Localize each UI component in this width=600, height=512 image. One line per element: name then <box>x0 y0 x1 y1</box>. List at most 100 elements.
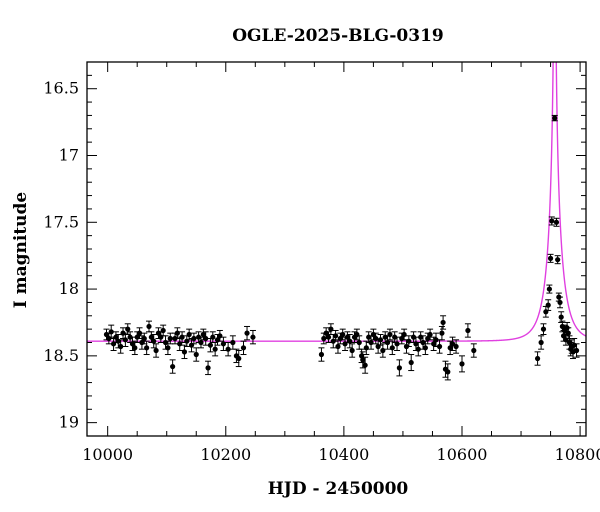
point-marker <box>244 330 250 336</box>
data-point <box>169 359 176 374</box>
point-marker <box>170 363 176 370</box>
point-marker <box>220 341 227 347</box>
data-point <box>363 340 370 356</box>
data-point <box>396 359 403 377</box>
data-point <box>205 360 212 376</box>
data-point <box>408 354 415 372</box>
data-point <box>229 335 236 350</box>
point-marker <box>203 335 209 342</box>
point-marker <box>439 330 445 336</box>
point-marker <box>122 337 128 343</box>
point-marker <box>113 334 119 340</box>
data-point <box>146 320 153 333</box>
data-point <box>200 328 207 341</box>
x-tick-label: 10000 <box>82 445 133 464</box>
data-point <box>565 327 572 339</box>
point-marker <box>236 355 242 362</box>
data-point <box>559 320 566 333</box>
data-point <box>384 335 391 350</box>
point-marker <box>205 365 211 371</box>
point-marker <box>538 339 544 346</box>
point-marker <box>415 346 421 352</box>
x-tick-label: 10600 <box>437 445 488 464</box>
point-marker <box>573 347 580 354</box>
point-marker <box>240 345 247 351</box>
data-point <box>386 328 393 341</box>
data-point <box>143 340 150 356</box>
data-point <box>449 336 456 352</box>
data-point <box>153 343 160 358</box>
point-marker <box>230 339 236 346</box>
point-marker <box>380 347 386 354</box>
point-marker <box>108 329 114 335</box>
point-marker <box>401 331 407 338</box>
point-marker <box>408 359 414 366</box>
tick-labels: 10000 10200 10400 10600 10800 16.5 17 17.5 18 18.… <box>43 79 600 464</box>
y-tick-label: 18.5 <box>43 346 79 365</box>
point-marker <box>181 349 188 355</box>
data-point <box>444 363 451 381</box>
point-marker <box>447 345 453 351</box>
point-marker <box>344 334 351 340</box>
data-point <box>318 347 325 362</box>
point-marker <box>118 343 124 350</box>
point-marker <box>146 323 152 330</box>
point-marker <box>193 351 199 358</box>
data-point <box>362 356 369 374</box>
data-point <box>197 336 204 349</box>
point-marker <box>318 351 325 358</box>
point-marker <box>368 339 374 346</box>
point-marker <box>433 337 439 343</box>
point-marker <box>179 334 185 340</box>
y-tick-label: 17 <box>59 146 79 165</box>
data-point <box>379 343 386 358</box>
point-marker <box>212 346 218 352</box>
point-marker <box>328 326 334 332</box>
axis-ticks <box>87 62 586 436</box>
point-marker <box>191 335 197 342</box>
point-marker <box>148 334 154 340</box>
data-point <box>394 336 401 352</box>
point-marker <box>362 362 368 368</box>
point-marker <box>340 331 346 338</box>
point-marker <box>153 347 159 354</box>
data-point <box>327 323 334 335</box>
point-marker <box>198 339 204 346</box>
data-point <box>557 296 564 309</box>
data-point <box>438 325 445 341</box>
point-marker <box>129 341 136 347</box>
data-point <box>117 339 124 354</box>
point-marker <box>207 342 214 348</box>
point-marker <box>558 314 564 320</box>
data-point <box>240 340 247 356</box>
data-point <box>546 284 553 294</box>
point-marker <box>389 345 395 351</box>
point-marker <box>360 357 366 363</box>
point-marker <box>250 334 256 340</box>
data-point <box>190 332 197 345</box>
model-curve <box>87 62 586 342</box>
point-marker <box>132 345 138 351</box>
point-marker <box>546 286 552 292</box>
data-point <box>220 336 227 352</box>
point-marker <box>471 347 477 354</box>
point-marker <box>427 331 433 338</box>
point-marker <box>225 346 231 352</box>
point-marker <box>125 326 131 332</box>
data-point <box>202 331 209 346</box>
point-marker <box>534 355 541 362</box>
data-point <box>136 327 143 339</box>
data-point <box>225 342 232 357</box>
point-marker <box>349 347 355 354</box>
data-point <box>122 332 129 348</box>
data-point <box>181 344 188 360</box>
data-point <box>464 323 471 338</box>
point-marker <box>406 338 412 344</box>
point-marker <box>333 333 339 339</box>
data-point <box>538 335 545 350</box>
data-point <box>547 253 554 263</box>
point-marker <box>459 361 465 367</box>
data-point <box>349 343 356 358</box>
y-tick-label: 17.5 <box>43 212 79 231</box>
y-axis-label: I magnitude <box>11 192 31 309</box>
